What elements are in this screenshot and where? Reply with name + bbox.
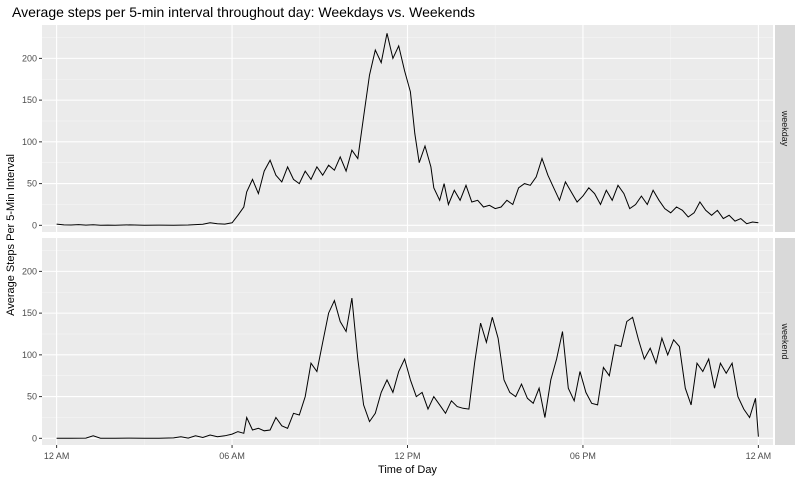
- y-tick-label: 100: [22, 350, 37, 360]
- y-tick-label: 0: [32, 433, 37, 443]
- y-tick-label: 50: [27, 392, 37, 402]
- facet-strip-label: weekend: [780, 322, 790, 359]
- facet-strip: [775, 238, 795, 445]
- y-tick-label: 0: [32, 220, 37, 230]
- series-line-weekday: [56, 33, 759, 226]
- y-tick-label: 50: [27, 179, 37, 189]
- y-tick-label: 100: [22, 137, 37, 147]
- facet-strip: [775, 25, 795, 232]
- y-tick-label: 200: [22, 53, 37, 63]
- y-axis-title: Average Steps Per 5-Min Interval: [5, 154, 17, 316]
- y-tick-label: 200: [22, 266, 37, 276]
- x-tick-label: 06 AM: [219, 451, 245, 461]
- y-tick-label: 150: [22, 308, 37, 318]
- series-line-weekend: [56, 298, 759, 439]
- x-axis-title: Time of Day: [378, 464, 437, 476]
- x-tick-label: 06 PM: [570, 451, 596, 461]
- x-tick-label: 12 PM: [394, 451, 420, 461]
- chart-title: Average steps per 5-min interval through…: [12, 4, 476, 20]
- facet-strip-label: weekday: [780, 110, 790, 147]
- x-tick-label: 12 AM: [44, 451, 70, 461]
- x-tick-label: 12 AM: [746, 451, 772, 461]
- y-tick-label: 150: [22, 95, 37, 105]
